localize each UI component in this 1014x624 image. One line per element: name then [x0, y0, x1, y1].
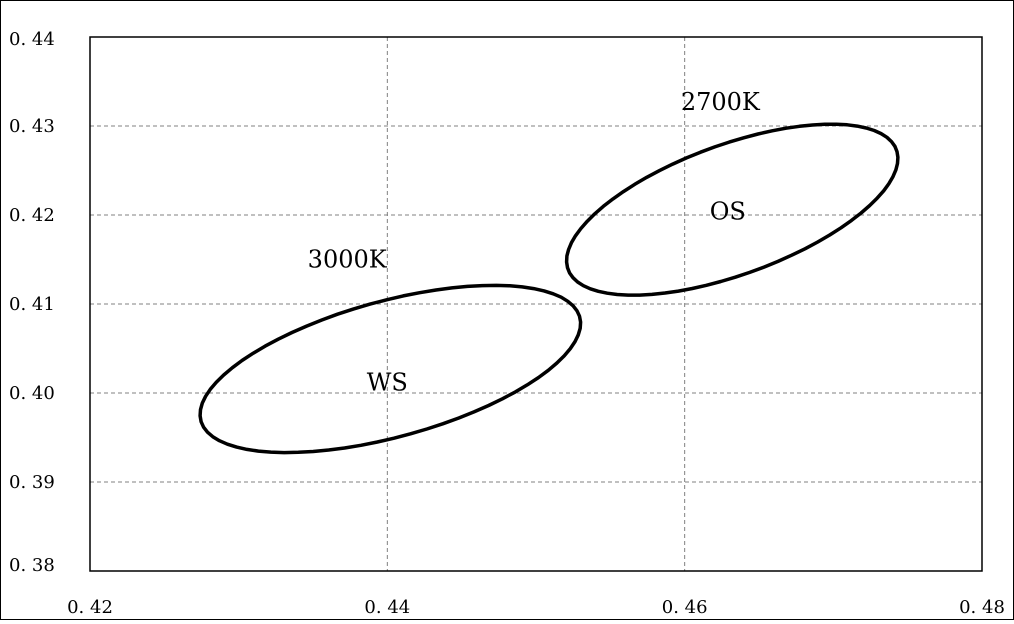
x-tick-label: 0. 48 — [959, 597, 1005, 618]
chromaticity-regions — [198, 122, 900, 455]
x-axis-tick-labels: 0. 42 0. 44 0. 46 0. 48 — [67, 597, 1005, 618]
y-tick-label: 0. 39 — [9, 472, 55, 493]
region-os-outline — [564, 122, 900, 297]
x-tick-label: 0. 42 — [67, 597, 113, 618]
chart-annotations: 3000K WS 2700K OS — [308, 88, 761, 396]
annotation-label: WS — [367, 368, 408, 396]
x-tick-label: 0. 44 — [364, 597, 410, 618]
y-axis-tick-labels: 0. 38 0. 39 0. 40 0. 41 0. 42 0. 43 0. 44 — [9, 29, 55, 576]
annotation-label: 3000K — [308, 246, 388, 274]
y-tick-label: 0. 42 — [9, 205, 55, 226]
y-tick-label: 0. 43 — [9, 116, 55, 137]
y-tick-label: 0. 38 — [9, 555, 55, 576]
y-tick-label: 0. 40 — [9, 383, 55, 404]
annotation-label: 2700K — [681, 88, 761, 116]
y-tick-label: 0. 41 — [9, 294, 55, 315]
plot-area-border — [89, 36, 983, 572]
grid-lines — [90, 37, 982, 571]
x-tick-label: 0. 46 — [662, 597, 708, 618]
y-tick-label: 0. 44 — [9, 29, 55, 50]
annotation-label: OS — [710, 197, 746, 225]
region-ws-outline — [198, 283, 583, 455]
